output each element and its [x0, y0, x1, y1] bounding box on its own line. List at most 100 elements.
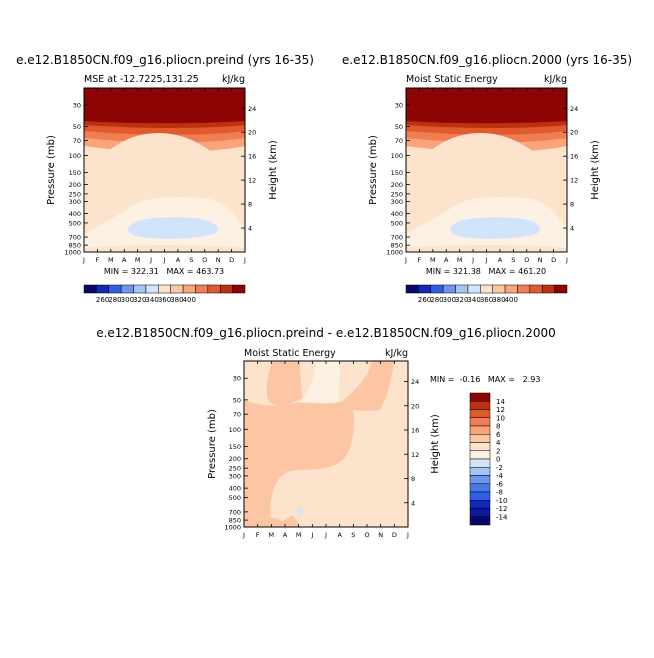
- colorbar-label: 300: [121, 296, 134, 304]
- colorbar-label: 340: [145, 296, 158, 304]
- pressure-tick-label: 500: [69, 219, 81, 227]
- month-tick-label: S: [351, 531, 355, 539]
- colorbar-swatch: [232, 284, 246, 294]
- panel-a-ylabel-right: Height (km): [268, 140, 279, 200]
- month-tick-label: F: [96, 256, 100, 264]
- pressure-tick-label: 150: [69, 169, 81, 177]
- colorbar-label: -14: [496, 513, 508, 521]
- month-tick-label: S: [511, 256, 515, 264]
- colorbar-label: 300: [443, 296, 456, 304]
- colorbar-label: 380: [170, 296, 183, 304]
- pressure-tick-label: 50: [233, 396, 241, 404]
- panel-c-h-ticks: 4 8 12 16 20 24: [404, 378, 419, 507]
- panel-b-subtitle: Moist Static Energy: [406, 74, 498, 85]
- month-tick-label: D: [229, 256, 234, 264]
- panel-c-ylabel: Pressure (mb): [207, 409, 218, 479]
- month-tick-label: J: [242, 531, 245, 539]
- colorbar-swatch: [469, 516, 491, 526]
- pressure-tick-label: 400: [229, 485, 241, 493]
- colorbar-swatch: [469, 409, 491, 418]
- colorbar-swatch: [469, 450, 491, 460]
- colorbar-swatch: [430, 284, 444, 294]
- panel-c-subtitle: Moist Static Energy: [244, 348, 336, 359]
- colorbar-swatch: [469, 467, 491, 476]
- month-tick-label: O: [364, 531, 369, 539]
- month-tick-label: N: [538, 256, 543, 264]
- height-tick-label: 16: [411, 427, 419, 435]
- colorbar-label: 14: [496, 398, 505, 406]
- panel-c-field: [244, 361, 408, 527]
- panel-b-ylabel-right: Height (km): [590, 140, 601, 200]
- colorbar-label: 260: [96, 296, 109, 304]
- colorbar-swatch: [480, 284, 493, 294]
- colorbar-label: -10: [496, 497, 507, 505]
- month-tick-label: M: [269, 531, 275, 539]
- height-tick-label: 16: [248, 153, 256, 161]
- colorbar-swatch: [195, 284, 209, 294]
- panel-b-units: kJ/kg: [544, 74, 567, 85]
- month-tick-label: J: [149, 256, 152, 264]
- colorbar-swatch: [83, 284, 97, 294]
- colorbar-swatch: [469, 434, 491, 443]
- colorbar-label: -6: [496, 480, 504, 488]
- height-tick-label: 20: [570, 129, 578, 137]
- pressure-tick-label: 250: [69, 190, 81, 198]
- colorbar-label: 280: [430, 296, 443, 304]
- colorbar-swatch: [182, 284, 196, 294]
- height-tick-label: 12: [411, 451, 419, 459]
- colorbar-swatch: [207, 284, 221, 294]
- pressure-tick-label: 100: [229, 426, 241, 434]
- colorbar-label: 260: [418, 296, 431, 304]
- pressure-tick-label: 850: [69, 242, 81, 250]
- panel-a-colorbar: 260 280 300 320 340 360 380 400: [83, 284, 246, 304]
- colorbar-swatch: [541, 284, 555, 294]
- height-tick-label: 12: [570, 177, 578, 185]
- height-tick-label: 8: [570, 201, 574, 209]
- panel-c-title: e.e12.B1850CN.f09_g16.pliocn.preind - e.…: [96, 326, 556, 340]
- pressure-tick-label: 150: [391, 169, 403, 177]
- pressure-tick-label: 70: [395, 137, 403, 145]
- colorbar-swatch: [442, 284, 456, 294]
- height-tick-label: 20: [411, 402, 419, 410]
- month-tick-label: O: [524, 256, 529, 264]
- colorbar-swatch: [469, 491, 491, 501]
- panel-a-units: kJ/kg: [222, 74, 245, 85]
- height-tick-label: 24: [411, 378, 419, 386]
- month-tick-label: F: [256, 531, 260, 539]
- panel-b-h-ticks: 4 8 12 16 20 24: [563, 105, 578, 233]
- pressure-tick-label: 500: [229, 494, 241, 502]
- month-tick-label: J: [82, 256, 85, 264]
- height-tick-label: 12: [248, 177, 256, 185]
- month-tick-label: A: [176, 256, 181, 264]
- height-tick-label: 24: [570, 105, 578, 113]
- month-tick-label: A: [283, 531, 288, 539]
- pressure-tick-label: 300: [229, 472, 241, 480]
- colorbar-swatch: [219, 284, 233, 294]
- colorbar-swatch: [418, 284, 432, 294]
- month-tick-label: J: [485, 256, 488, 264]
- colorbar-swatch: [469, 392, 491, 402]
- pressure-tick-label: 850: [229, 517, 241, 525]
- height-tick-label: 16: [570, 153, 578, 161]
- month-tick-label: M: [296, 531, 302, 539]
- panel-a-title: e.e12.B1850CN.f09_g16.pliocn.preind (yrs…: [16, 53, 314, 67]
- colorbar-swatch: [405, 284, 419, 294]
- pressure-tick-label: 100: [69, 152, 81, 160]
- pressure-tick-label: 200: [229, 455, 241, 463]
- colorbar-label: 400: [183, 296, 196, 304]
- colorbar-label: 320: [455, 296, 468, 304]
- month-tick-label: D: [392, 531, 397, 539]
- panel-a-subtitle: MSE at -12.7225,131.25: [84, 74, 199, 85]
- panel-b-field: [406, 88, 567, 252]
- panel-c-stats: MIN = -0.16 MAX = 2.93: [430, 375, 540, 384]
- colorbar-swatch: [504, 284, 518, 294]
- colorbar-swatch: [469, 508, 491, 517]
- colorbar-label: 4: [496, 439, 501, 447]
- colorbar-label: 280: [108, 296, 121, 304]
